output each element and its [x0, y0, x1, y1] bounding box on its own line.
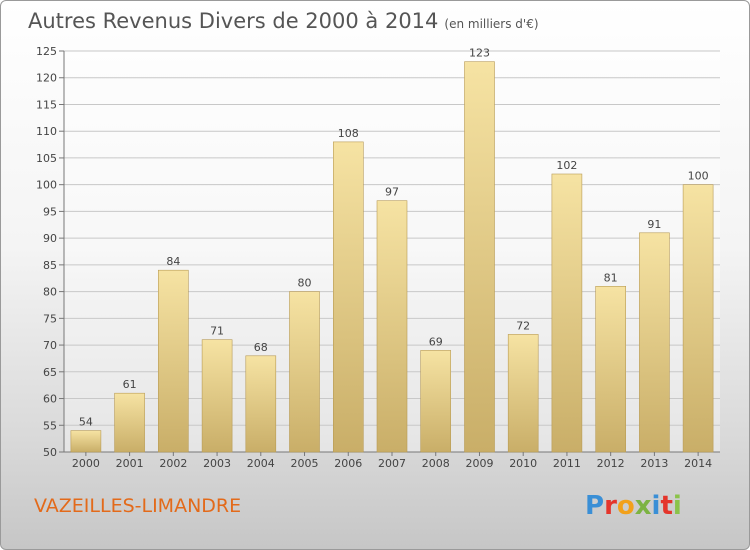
- data-label: 54: [79, 416, 93, 429]
- commune-name: VAZEILLES-LIMANDRE: [34, 495, 242, 517]
- x-tick-label: 2008: [422, 457, 450, 470]
- bar: [245, 355, 277, 453]
- x-tick-label: 2003: [203, 457, 231, 470]
- y-tick-label: 100: [36, 179, 57, 192]
- data-label: 72: [516, 319, 530, 332]
- y-tick-label: 95: [43, 205, 57, 218]
- y-tick-label: 125: [36, 45, 57, 58]
- logo-letter: o: [616, 491, 635, 521]
- y-tick-label: 115: [36, 98, 57, 111]
- logo-letter: x: [634, 491, 652, 521]
- data-label: 68: [254, 341, 268, 354]
- x-tick-label: 2006: [334, 457, 362, 470]
- x-tick-label: 2001: [116, 457, 144, 470]
- data-label: 97: [385, 186, 399, 199]
- title-text: Autres Revenus Divers de 2000 à 2014: [28, 9, 439, 33]
- bar: [70, 430, 102, 453]
- logo-letter: i: [672, 491, 682, 521]
- y-tick-label: 105: [36, 152, 57, 165]
- x-tick-label: 2009: [465, 457, 493, 470]
- logo-letter: i: [651, 491, 661, 521]
- data-label: 91: [647, 218, 661, 231]
- x-tick-label: 2012: [597, 457, 625, 470]
- data-label: 71: [210, 325, 224, 338]
- y-tick-label: 70: [43, 339, 57, 352]
- x-tick-label: 2005: [291, 457, 319, 470]
- data-label: 69: [429, 335, 443, 348]
- bar: [507, 334, 539, 453]
- x-tick-label: 2007: [378, 457, 406, 470]
- x-tick-label: 2013: [640, 457, 668, 470]
- bar: [332, 141, 364, 453]
- logo-letter: t: [660, 491, 673, 521]
- data-label: 84: [166, 255, 180, 268]
- y-tick-label: 75: [43, 312, 57, 325]
- data-label: 102: [556, 159, 577, 172]
- x-tick-label: 2004: [247, 457, 275, 470]
- y-tick-label: 110: [36, 125, 57, 138]
- logo-letter: P: [585, 491, 605, 521]
- x-tick-label: 2011: [553, 457, 581, 470]
- x-tick-label: 2014: [684, 457, 712, 470]
- y-tick-label: 50: [43, 446, 57, 459]
- x-tick-label: 2010: [509, 457, 537, 470]
- data-label: 123: [469, 47, 490, 60]
- y-tick-label: 120: [36, 72, 57, 85]
- y-tick-label: 60: [43, 393, 57, 406]
- data-label: 80: [298, 277, 312, 290]
- y-tick-label: 85: [43, 259, 57, 272]
- bar: [639, 232, 670, 453]
- y-tick-label: 90: [43, 232, 57, 245]
- title-unit: (en milliers d'€): [444, 17, 539, 31]
- bar: [289, 291, 320, 453]
- x-tick-label: 2000: [72, 457, 100, 470]
- bar: [158, 269, 189, 453]
- y-tick-label: 65: [43, 366, 57, 379]
- bar: [551, 173, 583, 453]
- logo-letter: r: [604, 491, 617, 521]
- y-tick-label: 80: [43, 286, 57, 299]
- y-tick-label: 55: [43, 419, 57, 432]
- bar: [201, 339, 233, 453]
- bar: [420, 350, 452, 453]
- bar: [595, 285, 627, 453]
- data-label: 61: [123, 378, 137, 391]
- data-label: 108: [338, 127, 359, 140]
- x-tick-label: 2002: [159, 457, 187, 470]
- data-label: 100: [688, 170, 709, 183]
- bar: [682, 184, 714, 453]
- bar: [376, 200, 408, 453]
- bar: [464, 61, 495, 453]
- bar: [114, 392, 145, 453]
- data-label: 81: [604, 271, 618, 284]
- proxiti-logo: Proxiti: [585, 491, 682, 521]
- chart-title: Autres Revenus Divers de 2000 à 2014 (en …: [28, 9, 539, 33]
